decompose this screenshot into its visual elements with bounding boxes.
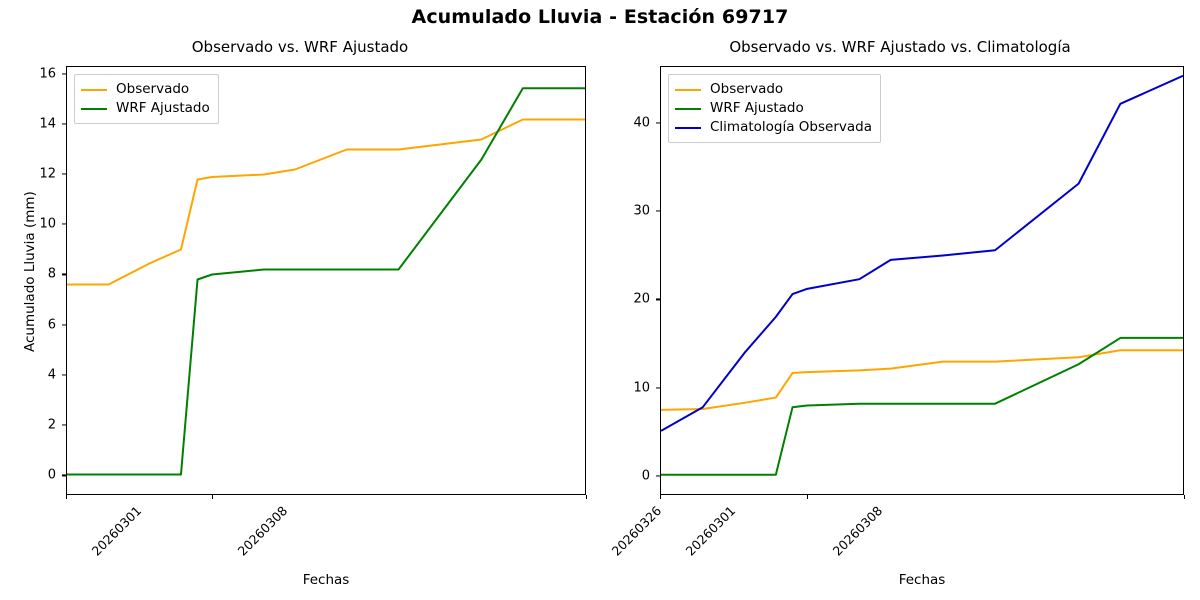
legend-item[interactable]: Climatología Observada xyxy=(675,118,872,137)
legend-label: Climatología Observada xyxy=(710,119,872,135)
y-tick-label: 20 xyxy=(633,291,650,307)
series-line xyxy=(67,120,585,285)
x-tick-mark xyxy=(586,495,588,499)
y-tick-mark xyxy=(62,474,66,476)
panel-right: Observado vs. WRF Ajustado vs. Climatolo… xyxy=(600,0,1200,600)
y-tick-label: 14 xyxy=(39,116,56,132)
x-tick-mark xyxy=(660,495,662,499)
legend-color-swatch xyxy=(675,126,701,129)
x-tick-label: 20260308 xyxy=(234,503,290,559)
series-line xyxy=(661,76,1183,431)
legend-label: Observado xyxy=(710,81,784,97)
x-axis-label-right: Fechas xyxy=(898,572,946,588)
y-tick-mark xyxy=(62,72,66,75)
legend-label: WRF Ajustado xyxy=(710,100,804,116)
legend-left: Observado WRF Ajustado xyxy=(74,74,219,124)
figure-title: Acumulado Lluvia - Estación 69717 xyxy=(411,6,789,28)
y-tick-mark xyxy=(656,298,660,300)
legend-color-swatch xyxy=(675,88,701,91)
y-tick-mark xyxy=(62,273,66,276)
y-tick-label: 16 xyxy=(39,66,56,82)
y-axis-label-left: Acumulado Lluvia (mm) xyxy=(22,191,38,352)
legend-label: Observado xyxy=(116,81,190,97)
x-tick-mark xyxy=(1184,495,1186,499)
y-tick-label: 10 xyxy=(633,380,650,396)
y-tick-label: 12 xyxy=(39,166,56,182)
legend-color-swatch xyxy=(81,88,107,91)
y-tick-mark xyxy=(62,324,66,326)
y-tick-label: 4 xyxy=(47,367,56,383)
plot-area-left xyxy=(66,66,586,495)
y-tick-label: 40 xyxy=(633,115,650,131)
y-tick-label: 8 xyxy=(47,266,56,282)
y-tick-mark xyxy=(656,475,660,477)
legend-item[interactable]: WRF Ajustado xyxy=(81,99,210,118)
legend-label: WRF Ajustado xyxy=(116,100,210,116)
y-tick-label: 0 xyxy=(641,468,650,484)
axes-title-right: Observado vs. WRF Ajustado vs. Climatolo… xyxy=(729,38,1071,56)
legend-item[interactable]: Observado xyxy=(675,80,872,99)
series-line xyxy=(661,350,1183,410)
legend-color-swatch xyxy=(81,107,107,110)
y-tick-mark xyxy=(62,223,66,225)
legend-color-swatch xyxy=(675,107,701,110)
y-tick-mark xyxy=(656,122,660,124)
x-tick-mark xyxy=(211,495,213,499)
x-tick-label: 20260301 xyxy=(88,503,145,559)
y-tick-mark xyxy=(62,374,66,376)
y-tick-mark xyxy=(62,123,66,125)
x-axis-label-left: Fechas xyxy=(302,572,350,588)
y-tick-label: 10 xyxy=(39,216,56,232)
x-tick-mark xyxy=(806,495,808,499)
axes-title-left: Observado vs. WRF Ajustado xyxy=(191,38,409,56)
y-tick-mark xyxy=(62,173,66,175)
y-tick-label: 30 xyxy=(633,203,650,219)
x-tick-label: 20260301 xyxy=(682,503,739,559)
x-tick-mark xyxy=(66,495,68,499)
legend-item[interactable]: Observado xyxy=(81,80,210,99)
y-tick-label: 6 xyxy=(47,317,56,333)
line-chart-right xyxy=(661,67,1183,494)
y-tick-mark xyxy=(656,210,660,212)
x-tick-label: 20260308 xyxy=(829,503,885,559)
legend-item[interactable]: WRF Ajustado xyxy=(675,99,872,118)
y-tick-label: 2 xyxy=(47,417,56,433)
y-tick-mark xyxy=(656,386,660,389)
series-line xyxy=(661,338,1183,475)
legend-right: Observado WRF Ajustado Climatología Observ… xyxy=(668,74,881,143)
line-chart-left xyxy=(67,67,585,494)
y-tick-mark xyxy=(62,424,66,426)
y-tick-label: 0 xyxy=(47,467,56,483)
series-line xyxy=(67,88,585,474)
plot-area-right xyxy=(660,66,1184,495)
panel-left: Observado vs. WRF Ajustado 0 2 4 6 8 10 12 14 16… xyxy=(22,38,664,588)
